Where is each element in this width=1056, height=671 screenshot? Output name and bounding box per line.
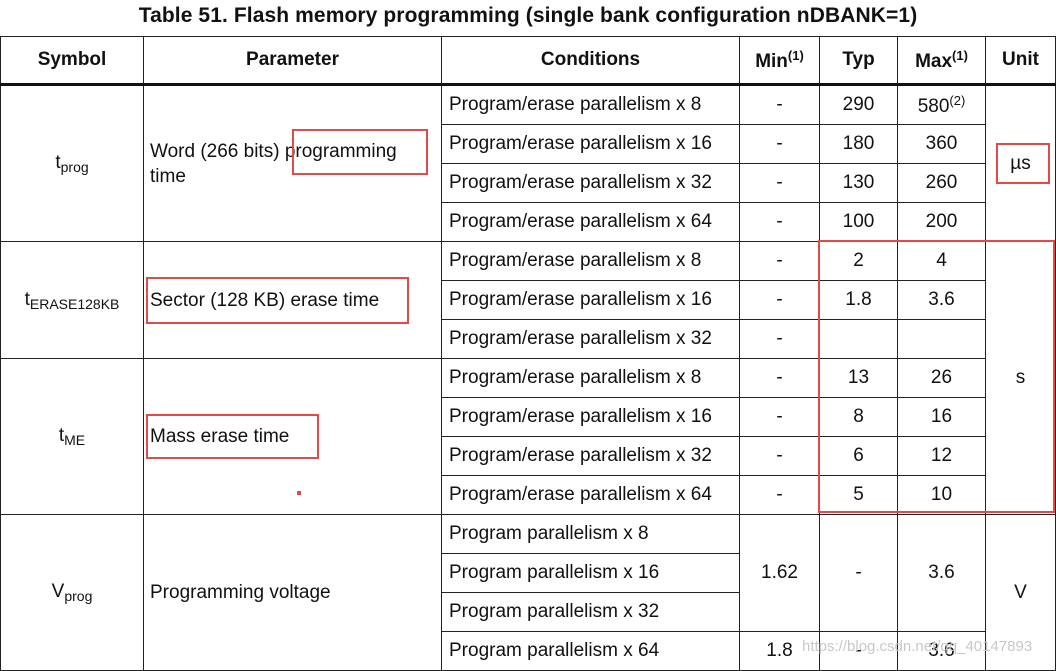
typ-cell: 100 (819, 202, 898, 242)
min-cell: - (739, 241, 820, 281)
min-cell: - (739, 202, 820, 242)
condition-cell: Program/erase parallelism x 16 (441, 124, 740, 164)
typ-cell: - (819, 514, 898, 632)
header-row: Symbol Parameter Conditions Min(1) Typ M… (0, 36, 1056, 86)
max-cell: 26 (897, 358, 986, 398)
typ-cell: 2 (819, 241, 898, 281)
table-title: Table 51. Flash memory programming (sing… (138, 4, 918, 27)
condition-cell: Program/erase parallelism x 32 (441, 436, 740, 476)
condition-cell: Program/erase parallelism x 16 (441, 280, 740, 320)
min-cell: - (739, 475, 820, 515)
symbol-vprog: Vprog (0, 514, 144, 671)
condition-cell: Program/erase parallelism x 8 (441, 84, 740, 125)
condition-cell: Program parallelism x 8 (441, 514, 740, 554)
max-cell: 200 (897, 202, 986, 242)
unit-volts: V (985, 514, 1056, 671)
condition-cell: Program/erase parallelism x 64 (441, 202, 740, 242)
table-row: Program parallelism x 32 (1, 592, 1056, 632)
max-cell: 10 (897, 475, 986, 515)
parameter-word-programming-time: Word (266 bits) programming time (143, 84, 442, 242)
unit-seconds: s (985, 241, 1056, 515)
header-symbol: Symbol (0, 36, 144, 86)
min-cell: - (739, 319, 820, 359)
min-cell: - (739, 436, 820, 476)
max-footnote-2: (2) (949, 92, 966, 108)
typ-cell (819, 319, 898, 359)
symbol-terase128kb: tERASE128KB (0, 241, 144, 359)
max-footnote: (1) (952, 47, 968, 63)
parameter-mass-erase-time: Mass erase time (143, 358, 442, 515)
min-cell: - (739, 280, 820, 320)
condition-cell: Program/erase parallelism x 8 (441, 241, 740, 281)
flash-programming-table: Symbol Parameter Conditions Min(1) Typ M… (0, 36, 1056, 671)
header-max: Max(1) (897, 36, 986, 86)
typ-cell: 8 (819, 397, 898, 437)
condition-cell: Program parallelism x 32 (441, 592, 740, 632)
min-cell: - (739, 358, 820, 398)
header-typ: Typ (819, 36, 898, 86)
table-row: tME Mass erase time Program/erase parall… (0, 358, 1056, 515)
table-row: tprog Word (266 bits) programming time Pr… (0, 84, 1056, 242)
condition-cell: Program/erase parallelism x 32 (441, 319, 740, 359)
max-cell: 3.6 (897, 514, 986, 632)
min-cell: - (739, 397, 820, 437)
table-row: Vprog Programming voltage Program parall… (0, 514, 1056, 671)
header-unit: Unit (985, 36, 1056, 86)
max-cell: 12 (897, 436, 986, 476)
symbol-tme: tME (0, 358, 144, 515)
min-cell: 1.62 (739, 514, 820, 632)
typ-cell: 290 (819, 84, 898, 125)
min-cell: - (739, 124, 820, 164)
typ-cell: 13 (819, 358, 898, 398)
condition-cell: Program parallelism x 16 (441, 553, 740, 593)
condition-cell: Program/erase parallelism x 16 (441, 397, 740, 437)
typ-cell: 6 (819, 436, 898, 476)
typ-cell: 130 (819, 163, 898, 203)
table-row: tERASE128KB Sector (128 KB) erase time P… (0, 241, 1056, 515)
parameter-sector-erase-time: Sector (128 KB) erase time (143, 241, 442, 359)
min-footnote: (1) (787, 47, 804, 63)
header-parameter: Parameter (143, 36, 442, 86)
max-cell: 3.6 (897, 280, 986, 320)
max-cell: 4 (897, 241, 986, 281)
max-cell (897, 319, 986, 359)
max-cell: 16 (897, 397, 986, 437)
condition-cell: Program/erase parallelism x 8 (441, 358, 740, 398)
max-cell: 3.6 (897, 631, 986, 671)
watermark: https://blog.csdn.net/qq_40147893 (802, 638, 1033, 655)
condition-cell: Program parallelism x 64 (441, 631, 740, 671)
parameter-programming-voltage: Programming voltage (143, 514, 442, 671)
typ-cell: 5 (819, 475, 898, 515)
max-cell: 360 (897, 124, 986, 164)
typ-cell: 1.8 (819, 280, 898, 320)
typ-cell: 180 (819, 124, 898, 164)
table-row: Program/erase parallelism x 64 - 100 200 (1, 202, 1056, 242)
table-row: Program/erase parallelism x 32 - 130 260 (1, 163, 1056, 203)
annotation-dot (297, 491, 301, 495)
table-row: Program/erase parallelism x 64 - 5 10 (1, 475, 1056, 515)
symbol-tprog: tprog (0, 84, 144, 242)
table-row: Program/erase parallelism x 16 - 8 16 (1, 397, 1056, 437)
header-conditions: Conditions (441, 36, 740, 86)
unit-microseconds: µs (985, 84, 1056, 242)
condition-cell: Program/erase parallelism x 64 (441, 475, 740, 515)
min-cell: - (739, 163, 820, 203)
table-row: Program parallelism x 16 (1, 553, 1056, 593)
header-min: Min(1) (739, 36, 820, 86)
table-row: Program/erase parallelism x 32 - (1, 319, 1056, 359)
table-row: Program/erase parallelism x 16 - 180 360 (1, 124, 1056, 164)
min-cell: - (739, 84, 820, 125)
condition-cell: Program/erase parallelism x 32 (441, 163, 740, 203)
max-cell: 580(2) (897, 84, 986, 125)
max-cell: 260 (897, 163, 986, 203)
